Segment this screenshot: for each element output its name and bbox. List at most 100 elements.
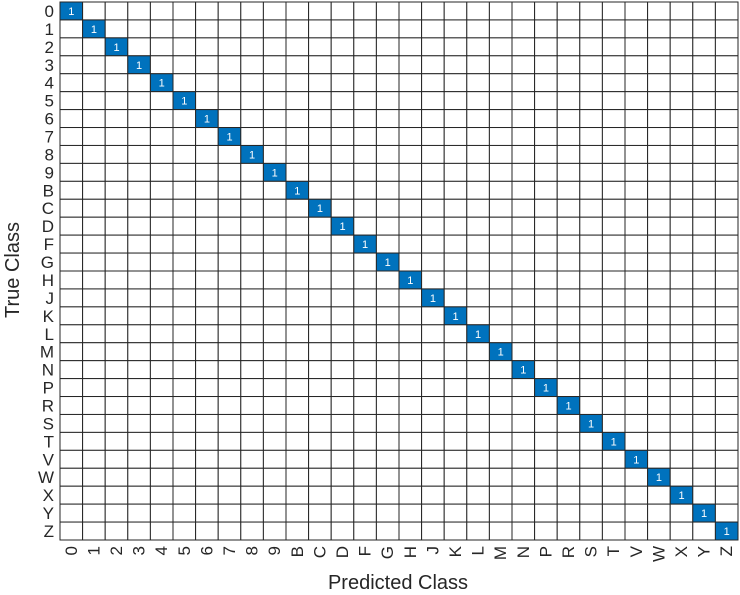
matrix-cell bbox=[330, 73, 355, 93]
matrix-cell bbox=[534, 270, 558, 290]
matrix-cell bbox=[127, 449, 151, 469]
matrix-cell bbox=[669, 198, 694, 218]
matrix-cell bbox=[421, 413, 445, 433]
matrix-cell bbox=[262, 360, 287, 380]
y-tick-label: 7 bbox=[45, 128, 54, 147]
matrix-cell bbox=[285, 216, 310, 236]
matrix-cell bbox=[104, 324, 129, 344]
matrix-cell bbox=[443, 485, 468, 505]
matrix-cell bbox=[149, 91, 174, 111]
matrix-cell bbox=[601, 252, 626, 272]
matrix-cell bbox=[330, 91, 355, 111]
matrix-cell bbox=[149, 1, 174, 21]
matrix-cell bbox=[714, 127, 739, 146]
matrix-cell bbox=[240, 198, 264, 218]
matrix-cell bbox=[692, 288, 716, 308]
matrix-cell bbox=[647, 37, 671, 57]
matrix-cell bbox=[714, 378, 739, 398]
matrix-cell bbox=[308, 91, 332, 111]
matrix-cell bbox=[443, 127, 468, 146]
matrix-cell bbox=[534, 413, 558, 433]
matrix-cell bbox=[511, 270, 536, 290]
matrix-cell bbox=[466, 378, 490, 398]
matrix-cell bbox=[511, 252, 536, 272]
matrix-cell bbox=[149, 467, 174, 487]
matrix-cell bbox=[692, 485, 716, 505]
matrix-cell bbox=[104, 306, 129, 326]
y-tick-label: V bbox=[43, 450, 55, 469]
matrix-cell bbox=[104, 162, 129, 182]
cell-value-label: 1 bbox=[611, 436, 617, 448]
matrix-cell bbox=[285, 162, 310, 182]
matrix-cell bbox=[534, 180, 558, 200]
matrix-cell bbox=[375, 467, 400, 487]
matrix-cell bbox=[308, 431, 332, 451]
matrix-cell bbox=[579, 180, 603, 200]
matrix-cell bbox=[624, 144, 649, 164]
matrix-cell bbox=[172, 180, 197, 200]
matrix-cell bbox=[308, 180, 332, 200]
matrix-cell bbox=[172, 19, 197, 39]
matrix-cell bbox=[601, 396, 626, 415]
matrix-cell bbox=[149, 19, 174, 39]
matrix-cell bbox=[308, 270, 332, 290]
y-tick-label: D bbox=[42, 217, 54, 236]
matrix-cell bbox=[353, 324, 377, 344]
matrix-cell bbox=[534, 19, 558, 39]
matrix-cell bbox=[511, 342, 536, 362]
matrix-cell bbox=[353, 198, 377, 218]
matrix-cell bbox=[647, 413, 671, 433]
matrix-cell bbox=[579, 431, 603, 451]
matrix-cell bbox=[172, 503, 197, 523]
matrix-cell bbox=[466, 37, 490, 57]
matrix-cell bbox=[398, 342, 423, 362]
matrix-cell bbox=[669, 234, 694, 254]
matrix-cell bbox=[149, 162, 174, 182]
matrix-cell bbox=[398, 180, 423, 200]
matrix-cell bbox=[262, 449, 287, 469]
matrix-cell bbox=[466, 413, 490, 433]
matrix-cell bbox=[579, 216, 603, 236]
matrix-cell bbox=[149, 449, 174, 469]
x-tick-label: 9 bbox=[265, 546, 284, 555]
matrix-cell bbox=[104, 144, 129, 164]
matrix-cell bbox=[443, 19, 468, 39]
matrix-cell bbox=[511, 1, 536, 21]
matrix-cell bbox=[149, 198, 174, 218]
matrix-cell bbox=[692, 378, 716, 398]
matrix-cell bbox=[398, 55, 423, 75]
matrix-cell bbox=[82, 378, 106, 398]
matrix-cell bbox=[488, 324, 513, 344]
matrix-cell bbox=[466, 431, 490, 451]
matrix-cell bbox=[330, 234, 355, 254]
matrix-cell bbox=[579, 467, 603, 487]
matrix-cell bbox=[579, 288, 603, 308]
matrix-cell bbox=[511, 73, 536, 93]
matrix-cell bbox=[262, 467, 287, 487]
matrix-cell bbox=[217, 288, 242, 308]
x-tick-label: C bbox=[310, 546, 329, 558]
matrix-cell bbox=[624, 252, 649, 272]
matrix-cell bbox=[511, 37, 536, 57]
matrix-cell bbox=[240, 127, 264, 146]
matrix-cell bbox=[240, 252, 264, 272]
matrix-cell bbox=[647, 324, 671, 344]
matrix-cell bbox=[240, 19, 264, 39]
matrix-cell bbox=[669, 467, 694, 487]
matrix-cell bbox=[466, 73, 490, 93]
matrix-cell bbox=[624, 55, 649, 75]
matrix-cell bbox=[375, 234, 400, 254]
matrix-cell bbox=[421, 378, 445, 398]
matrix-cell bbox=[195, 378, 219, 398]
matrix-cell bbox=[285, 109, 310, 129]
matrix-cell bbox=[692, 144, 716, 164]
matrix-cell bbox=[534, 55, 558, 75]
matrix-cell bbox=[217, 324, 242, 344]
matrix-cell-labels: 1 1 1 1 1 1 1 1 1 1 1 1 1 1 1 1 1 1 1 1 1 1 1 1 1 1 1 1 1 1 bbox=[68, 6, 730, 538]
matrix-cell bbox=[421, 37, 445, 57]
matrix-cell-diagonal bbox=[714, 521, 739, 541]
matrix-cell bbox=[285, 413, 310, 433]
matrix-cell bbox=[262, 503, 287, 523]
matrix-cell bbox=[534, 216, 558, 236]
matrix-cell bbox=[285, 73, 310, 93]
